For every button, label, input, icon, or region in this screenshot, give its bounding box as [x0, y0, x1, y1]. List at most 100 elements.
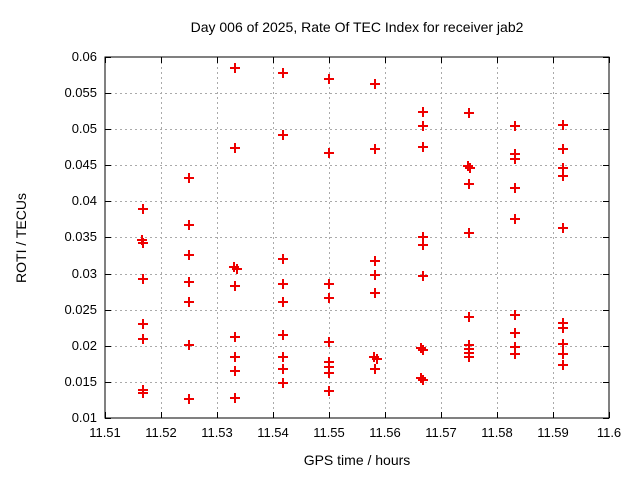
- grid-lines: [105, 57, 609, 418]
- data-point-marker: [138, 238, 148, 248]
- data-point-marker: [324, 293, 334, 303]
- data-point-marker: [324, 368, 334, 378]
- x-tick-label: 11.53: [201, 425, 233, 440]
- data-point-marker: [416, 373, 426, 383]
- data-point-marker: [510, 183, 520, 193]
- y-tick-label: 0.01: [72, 410, 97, 425]
- data-point-marker: [370, 270, 380, 280]
- data-point-marker: [465, 163, 475, 173]
- data-point-marker: [230, 332, 240, 342]
- y-tick-label: 0.035: [64, 229, 97, 244]
- data-point-marker: [278, 68, 288, 78]
- data-point-marker: [230, 393, 240, 403]
- data-point-marker: [138, 388, 148, 398]
- y-tick-label: 0.06: [72, 49, 97, 64]
- data-point-marker: [558, 171, 568, 181]
- data-point-marker: [324, 279, 334, 289]
- data-point-marker: [138, 319, 148, 329]
- data-point-marker: [230, 281, 240, 291]
- data-point-marker: [464, 179, 474, 189]
- chart-title: Day 006 of 2025, Rate Of TEC Index for r…: [191, 19, 524, 35]
- data-point-marker: [230, 366, 240, 376]
- x-tick-label: 11.57: [425, 425, 457, 440]
- data-point-marker: [184, 220, 194, 230]
- y-tick-label: 0.04: [72, 193, 97, 208]
- x-tick-label: 11.6: [597, 425, 621, 440]
- data-point-marker: [558, 349, 568, 359]
- data-point-marker: [558, 360, 568, 370]
- data-point-marker: [418, 142, 428, 152]
- data-point-marker: [184, 394, 194, 404]
- data-point-marker: [510, 349, 520, 359]
- y-tick-label: 0.015: [64, 374, 97, 389]
- data-point-marker: [370, 144, 380, 154]
- x-tick-labels: 11.51 11.52 11.53 11.54 11.55 11.56 11.57 11.58…: [89, 425, 621, 440]
- data-point-marker: [230, 63, 240, 73]
- data-point-marker: [370, 364, 380, 374]
- data-point-marker: [370, 256, 380, 266]
- data-point-marker: [510, 328, 520, 338]
- data-point-marker: [418, 375, 428, 385]
- y-tick-label: 0.025: [64, 302, 97, 317]
- data-point-marker: [278, 352, 288, 362]
- data-point-marker: [372, 354, 382, 364]
- data-point-marker: [278, 254, 288, 264]
- data-point-marker: [510, 310, 520, 320]
- x-tick-label: 11.56: [369, 425, 401, 440]
- data-point-marker: [510, 214, 520, 224]
- data-point-marker: [464, 312, 474, 322]
- data-point-marker: [138, 274, 148, 284]
- y-tick-labels: 0.01 0.015 0.02 0.025 0.03 0.035 0.04 0.045 0.05…: [64, 49, 97, 425]
- data-point-marker: [184, 277, 194, 287]
- data-point-marker: [230, 143, 240, 153]
- data-point-marker: [558, 223, 568, 233]
- data-point-marker: [324, 337, 334, 347]
- data-point-marker: [278, 364, 288, 374]
- data-point-marker: [324, 386, 334, 396]
- data-point-marker: [464, 352, 474, 362]
- x-tick-label: 11.55: [313, 425, 345, 440]
- data-point-marker: [278, 279, 288, 289]
- y-tick-label: 0.03: [72, 266, 97, 281]
- data-point-marker: [184, 340, 194, 350]
- data-point-marker: [324, 148, 334, 158]
- data-point-marker: [418, 345, 428, 355]
- data-point-marker: [418, 271, 428, 281]
- data-point-marker: [138, 204, 148, 214]
- data-point-marker: [184, 250, 194, 260]
- data-point-marker: [278, 297, 288, 307]
- data-point-marker: [278, 130, 288, 140]
- y-tick-label: 0.02: [72, 338, 97, 353]
- data-point-marker: [418, 240, 428, 250]
- data-point-marker: [370, 288, 380, 298]
- data-point-marker: [370, 79, 380, 89]
- x-tick-label: 11.51: [89, 425, 121, 440]
- data-point-marker: [278, 378, 288, 388]
- data-point-marker: [184, 297, 194, 307]
- data-point-marker: [558, 339, 568, 349]
- y-tick-label: 0.045: [64, 157, 97, 172]
- data-point-marker: [232, 264, 242, 274]
- y-axis-label: ROTI / TECUs: [13, 193, 29, 283]
- data-point-marker: [138, 334, 148, 344]
- y-tick-label: 0.05: [72, 121, 97, 136]
- x-axis-label: GPS time / hours: [304, 452, 411, 468]
- data-point-marker: [418, 107, 428, 117]
- x-tick-label: 11.54: [257, 425, 289, 440]
- data-point-marker: [558, 323, 568, 333]
- data-point-marker: [416, 343, 426, 353]
- data-point-marker: [230, 352, 240, 362]
- data-point-marker: [464, 108, 474, 118]
- data-point-marker: [463, 161, 473, 171]
- data-points: [137, 63, 568, 404]
- data-point-marker: [510, 121, 520, 131]
- x-tick-label: 11.58: [481, 425, 513, 440]
- data-point-marker: [418, 121, 428, 131]
- data-point-marker: [558, 144, 568, 154]
- x-tick-label: 11.52: [145, 425, 177, 440]
- axis-ticks: [105, 57, 610, 419]
- x-tick-label: 11.59: [537, 425, 569, 440]
- data-point-marker: [558, 120, 568, 130]
